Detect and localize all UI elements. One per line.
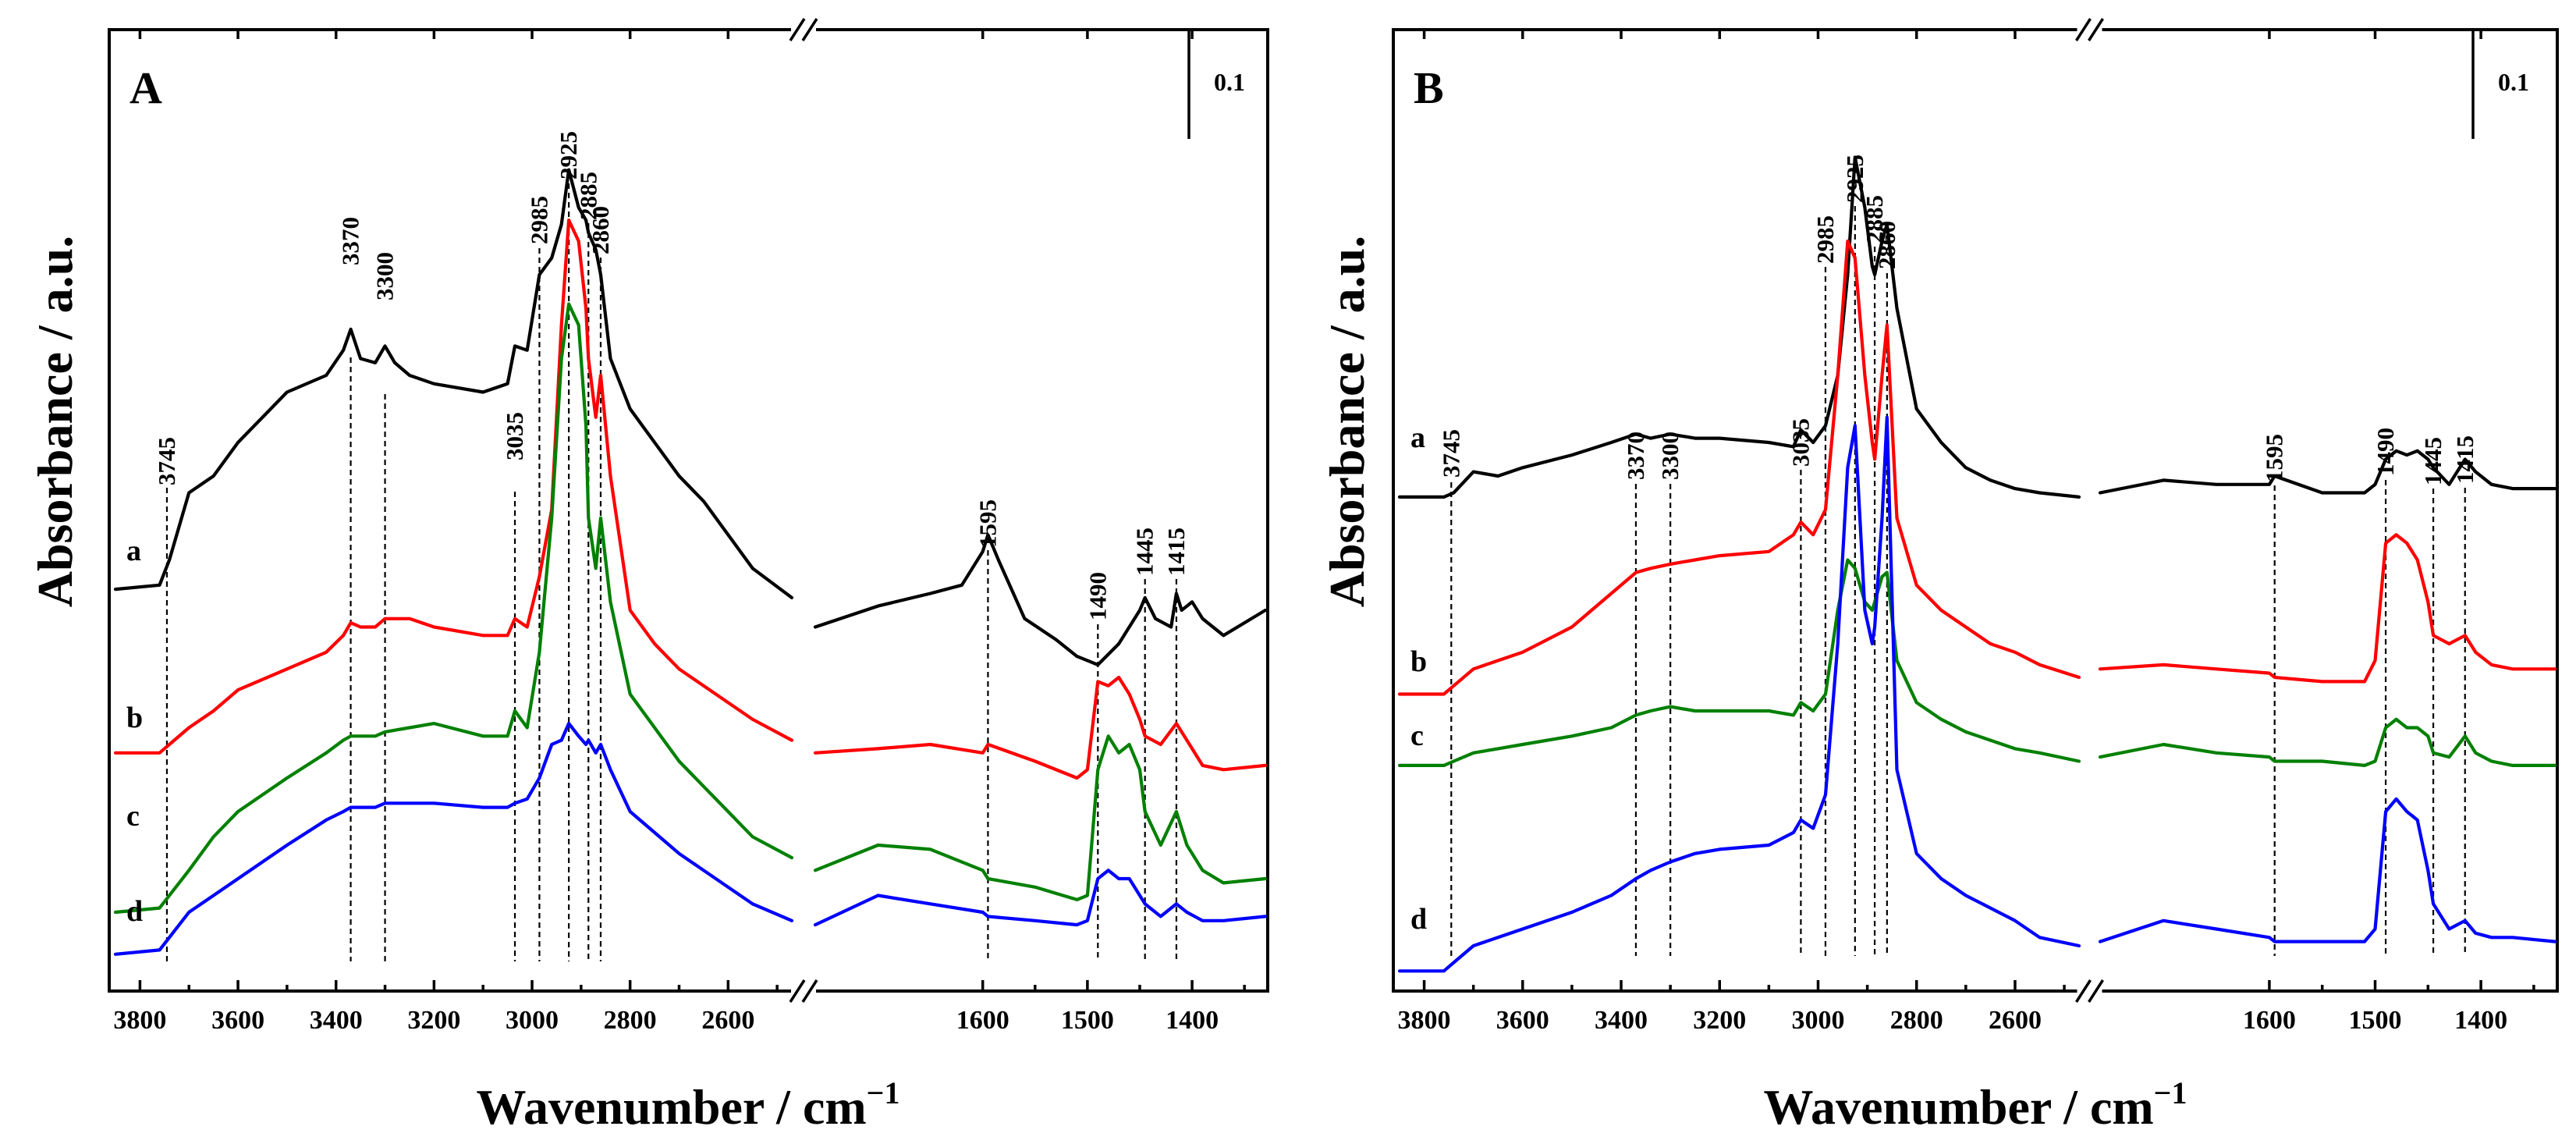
peak-label-1415: 1415 — [2451, 435, 2478, 484]
peak-label-1595: 1595 — [2261, 434, 2288, 482]
x-tick-label-2600: 2600 — [701, 1006, 754, 1035]
peak-label-2860: 2860 — [587, 206, 614, 254]
peak-label-3370: 3370 — [1622, 432, 1649, 480]
x-tick-label-3000: 3000 — [506, 1006, 559, 1035]
x-tick-label-3800: 3800 — [113, 1006, 166, 1035]
axis-break-gap-bottom — [2077, 983, 2102, 999]
series-d-low-region — [813, 869, 1268, 927]
curve-label-a: a — [1410, 421, 1425, 454]
x-axis-label-b-sup: −1 — [2154, 1075, 2187, 1110]
peak-label-3300: 3300 — [1656, 432, 1684, 480]
y-axis-label-a: Absorbance / a.u. — [27, 236, 83, 608]
x-axis-label-a: Wavenumber / cm−1 — [477, 1075, 900, 1135]
x-axis-label-a-sup: −1 — [867, 1075, 900, 1110]
series-a-low-region — [813, 533, 1268, 666]
curve-label-c: c — [126, 800, 140, 833]
panel-a-tag: A — [130, 62, 162, 113]
peak-label-3370: 3370 — [337, 217, 364, 265]
peak-label-2925: 2925 — [1841, 155, 1868, 203]
curve-label-d: d — [126, 895, 143, 928]
series-c-low-region — [2098, 717, 2557, 767]
peak-label-3745: 3745 — [153, 437, 180, 485]
peak-label-1490: 1490 — [1084, 572, 1111, 620]
axis-break-mark-bottom-1 — [801, 979, 818, 1003]
peak-label-1415: 1415 — [1162, 528, 1190, 576]
x-tick-label-2800: 2800 — [1890, 1006, 1943, 1035]
x-tick-label-3400: 3400 — [1595, 1006, 1648, 1035]
x-tick-label-1600: 1600 — [2243, 1006, 2296, 1035]
axis-break-mark-bottom-1 — [2088, 979, 2104, 1003]
series-d-high-region — [113, 722, 794, 956]
peak-label-3035: 3035 — [1787, 418, 1814, 467]
peak-label-1445: 1445 — [1131, 528, 1158, 576]
x-tick-label-1400: 1400 — [2454, 1006, 2507, 1035]
axis-break-mark-top-1 — [2088, 18, 2104, 41]
curve-label-c: c — [1410, 719, 1424, 752]
peak-label-1595: 1595 — [974, 499, 1001, 548]
curve-label-b: b — [1410, 645, 1427, 678]
series-d-low-region — [2098, 797, 2557, 943]
x-tick-label-1400: 1400 — [1166, 1006, 1219, 1035]
x-tick-label-1500: 1500 — [2349, 1006, 2402, 1035]
axis-break-gap-top — [2077, 22, 2102, 37]
x-tick-label-3600: 3600 — [1496, 1006, 1549, 1035]
series-c-low-region — [813, 734, 1268, 901]
peak-label-2885: 2885 — [1861, 195, 1888, 243]
curve-label-a: a — [126, 535, 141, 567]
peak-label-1445: 1445 — [2419, 437, 2446, 485]
peak-label-2925: 2925 — [555, 131, 582, 179]
x-axis-label-a-text: Wavenumber / cm — [477, 1079, 867, 1135]
x-tick-label-3000: 3000 — [1791, 1006, 1844, 1035]
y-axis-label-b: Absorbance / a.u. — [1319, 236, 1375, 608]
series-b-high-region — [1397, 239, 2081, 696]
series-b-low-region — [2098, 533, 2557, 684]
x-tick-label-3800: 3800 — [1398, 1006, 1451, 1035]
x-tick-label-1600: 1600 — [956, 1006, 1009, 1035]
peak-label-3035: 3035 — [501, 412, 528, 460]
x-tick-label-3600: 3600 — [211, 1006, 264, 1035]
x-tick-label-2600: 2600 — [1989, 1006, 2042, 1035]
axis-break-mark-top-0 — [2075, 18, 2092, 41]
peak-label-2985: 2985 — [525, 196, 552, 244]
peak-label-3745: 3745 — [1437, 429, 1464, 478]
panel-a-scale-label: 0.1 — [1214, 68, 1245, 96]
axis-break-gap-top — [791, 22, 816, 37]
series-b-low-region — [813, 675, 1268, 780]
axis-break-mark-bottom-0 — [789, 979, 806, 1003]
series-d-high-region — [1397, 415, 2081, 973]
x-tick-label-1500: 1500 — [1061, 1006, 1114, 1035]
x-tick-label-2800: 2800 — [604, 1006, 657, 1035]
x-axis-label-b-text: Wavenumber / cm — [1764, 1079, 2154, 1135]
series-c-high-region — [1397, 558, 2081, 767]
curve-label-b: b — [126, 702, 143, 734]
peak-label-2885: 2885 — [574, 172, 601, 220]
x-axis-label-b: Wavenumber / cm−1 — [1764, 1075, 2187, 1135]
x-tick-label-3400: 3400 — [310, 1006, 363, 1035]
peak-label-3300: 3300 — [371, 252, 399, 300]
axis-break-mark-bottom-0 — [2075, 979, 2092, 1003]
panel-b-frame — [1392, 28, 2559, 993]
x-tick-label-3200: 3200 — [1693, 1006, 1746, 1035]
axis-break-gap-bottom — [791, 983, 816, 999]
series-b-high-region — [113, 218, 794, 755]
axis-break-mark-top-1 — [801, 18, 818, 41]
axis-break-mark-top-0 — [789, 18, 806, 41]
peak-label-2860: 2860 — [1873, 221, 1900, 269]
x-tick-label-3200: 3200 — [407, 1006, 460, 1035]
series-a-high-region — [113, 168, 794, 599]
series-c-high-region — [113, 302, 794, 915]
peak-label-1490: 1490 — [2372, 428, 2399, 476]
panel-a-frame — [108, 28, 1269, 993]
curve-label-d: d — [1410, 903, 1427, 936]
panel-b-tag: B — [1414, 62, 1444, 113]
panel-b-scale-label: 0.1 — [2498, 68, 2529, 96]
series-a-low-region — [2098, 449, 2557, 495]
series-a-high-region — [1397, 155, 2081, 499]
peak-label-2985: 2985 — [1811, 215, 1839, 264]
